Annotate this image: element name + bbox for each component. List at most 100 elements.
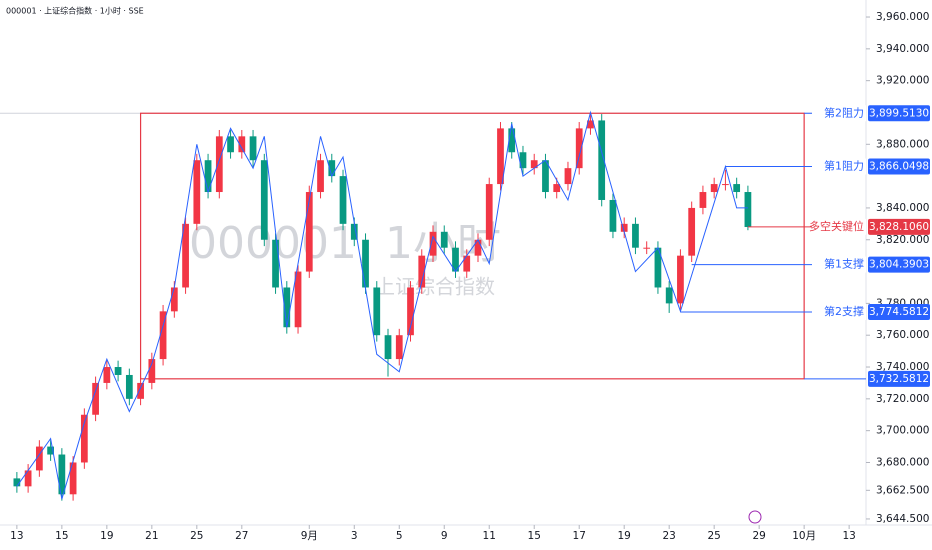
candle-body [733, 184, 741, 193]
candle-body [373, 287, 381, 336]
x-tick-label: 9月 [301, 530, 318, 542]
candle-body [125, 374, 133, 399]
y-tick-label: 3,760.000 [876, 329, 929, 341]
candle-body [103, 367, 111, 383]
candle-body [238, 136, 246, 153]
candle-body [148, 359, 156, 383]
candle-body [485, 184, 493, 240]
candle-body [204, 160, 212, 193]
candle-body [688, 207, 696, 256]
candle-body [69, 462, 77, 495]
x-tick-label: 25 [707, 530, 720, 542]
candle-body [722, 184, 729, 186]
event-icon[interactable] [748, 510, 762, 524]
candle-body [35, 446, 43, 471]
candle-body [744, 192, 752, 228]
x-tick-label: 5 [396, 530, 403, 542]
x-tick-label: 25 [190, 530, 203, 542]
y-tick-label: 3,940.000 [876, 43, 929, 55]
candle-body [137, 382, 144, 399]
candle-body [362, 239, 369, 288]
candle-body [452, 247, 459, 272]
y-tick-label: 3,960.000 [876, 11, 929, 23]
price-label-bg [868, 304, 930, 321]
x-tick-label: 17 [573, 530, 586, 542]
chart-title: 000001 · 上证综合指数 · 1小时 · SSE [6, 6, 144, 16]
price-label: 3,828.1060 [869, 221, 929, 233]
y-tick-label: 3,880.000 [876, 138, 929, 150]
candle-body [553, 184, 561, 193]
level-name-bg [812, 105, 866, 122]
price-label-bg [868, 105, 930, 122]
x-tick-label: 11 [483, 530, 496, 542]
candle-body [317, 160, 324, 193]
level-name: 第2阻力 [824, 105, 864, 119]
level-name: 第2支撑 [824, 304, 864, 318]
candle-body [632, 223, 639, 248]
price-label: 3,866.0498 [869, 160, 929, 172]
candle-body [542, 160, 549, 193]
x-tick-label: 13 [10, 530, 23, 542]
candle-body [227, 136, 234, 153]
candle-body [643, 247, 651, 249]
candle-body [407, 287, 414, 336]
candle-body [80, 414, 88, 463]
candle-body [575, 128, 583, 169]
y-tick-label: 3,662.500 [876, 484, 929, 496]
candle-body [665, 287, 673, 304]
level-name: 第1支撑 [824, 257, 864, 271]
candle-body [272, 239, 279, 288]
candle-body [24, 470, 32, 487]
candle-body [305, 192, 313, 272]
candle-body [193, 160, 201, 224]
price-label-bg [868, 370, 930, 387]
candle-body [564, 168, 572, 185]
x-tick-label: 23 [662, 530, 675, 542]
candle-body [440, 231, 448, 248]
price-label: 3,804.3903 [869, 259, 929, 271]
y-tick-label: 3,920.000 [876, 75, 929, 87]
candle-body [508, 128, 516, 153]
candle-body [710, 184, 718, 193]
candle-body [283, 287, 291, 328]
x-tick-label: 27 [235, 530, 248, 542]
candle-body [384, 335, 392, 360]
price-label-bg [868, 256, 930, 273]
level-name: 多空关键位 [809, 219, 864, 233]
x-tick-label: 15 [528, 530, 541, 542]
candle-body [519, 152, 527, 169]
range-box [139, 112, 805, 380]
x-tick-label: 10月 [792, 530, 816, 542]
watermark: 000001, 1小时 [189, 218, 501, 269]
price-label: 3,899.5130 [869, 107, 929, 119]
candle-body [395, 335, 403, 360]
level-name-bg [812, 158, 866, 175]
level-name: 第1阻力 [824, 158, 864, 172]
candle-body [699, 192, 707, 208]
candle-body [350, 223, 358, 240]
candle-body [497, 128, 504, 185]
y-tick-label: 3,740.000 [876, 361, 929, 373]
y-tick-label: 3,840.000 [876, 202, 929, 214]
candle-body [170, 287, 178, 312]
candle-body [654, 247, 662, 288]
price-label: 3,732.5812 [869, 373, 929, 385]
x-tick-label: 9 [441, 530, 448, 542]
price-label-bg [868, 158, 930, 175]
y-tick-label: 3,720.000 [876, 393, 929, 405]
y-tick-label: 3,700.000 [876, 425, 929, 437]
candle-body [92, 382, 99, 415]
candle-body [620, 223, 628, 232]
x-tick-label: 3 [351, 530, 358, 542]
candle-body [587, 120, 594, 129]
candle-body [418, 255, 426, 288]
candle-body [609, 199, 617, 232]
x-tick-label: 19 [100, 530, 113, 542]
candle-body [339, 176, 347, 224]
candle-body [474, 239, 482, 256]
level-name-bg [812, 218, 866, 235]
candle-body [463, 255, 471, 272]
x-tick-label: 15 [55, 530, 68, 542]
zigzag-line [16, 110, 748, 500]
